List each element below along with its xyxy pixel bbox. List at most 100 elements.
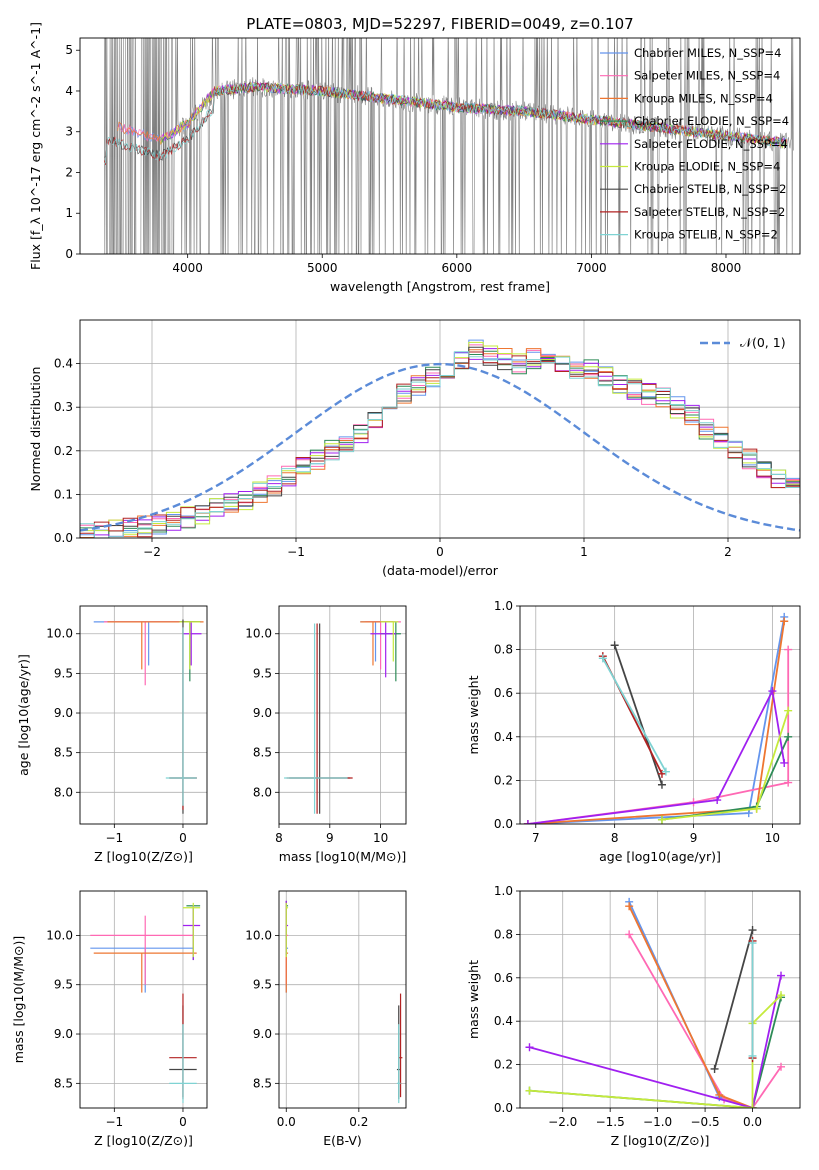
legend-label: Salpeter ELODIE, N_SSP=4 — [634, 137, 788, 151]
x-axis-label: (data-model)/error — [382, 563, 499, 578]
y-tick-label: 10.0 — [245, 627, 272, 641]
weight-line-salpeter_elodie — [529, 975, 782, 1108]
x-axis-label: mass [log10(M/M⊙)] — [279, 849, 407, 864]
y-tick-label: 9.0 — [253, 1027, 272, 1041]
y-tick-label: 1 — [65, 206, 73, 220]
x-tick-label: 5000 — [307, 261, 338, 275]
x-tick-label: 7000 — [576, 261, 607, 275]
plot-area — [520, 606, 800, 824]
y-tick-label: 9.0 — [253, 706, 272, 720]
weight-point-kroupa_miles — [715, 1090, 724, 1099]
y-tick-label: 8.0 — [54, 785, 73, 799]
x-tick-label: 9 — [690, 831, 698, 845]
weight-point-kroupa_elodie — [777, 991, 786, 1000]
y-tick-label: 0.0 — [494, 1101, 513, 1115]
residual-histogram-panel: −2 −1 0 1 2 0.0 0.1 0.2 0.3 0.4 (data-model)/error… — [28, 319, 801, 578]
legend-label: Chabrier STELIB, N_SSP=2 — [634, 182, 786, 196]
weight-point-chabrier_stelib — [610, 641, 619, 650]
y-axis-label: mass [log10(M/M⊙)] — [11, 936, 26, 1064]
legend-label: Kroupa ELODIE, N_SSP=4 — [634, 160, 780, 174]
weight-point-kroupa_elodie — [784, 706, 793, 715]
x-tick-label: 9 — [326, 831, 334, 845]
weight-line-chabrier_stelib — [713, 929, 754, 1070]
x-tick-label: 0 — [179, 831, 187, 845]
plot-area — [80, 891, 207, 1108]
x-axis-label: Z [log10(Z/Z⊙)] — [94, 849, 193, 864]
weight-point-salpeter_elodie — [768, 687, 777, 696]
x-tick-label: −1 — [105, 1115, 123, 1129]
y-tick-label: 0.4 — [54, 357, 73, 371]
weight-point-salpeter_elodie — [780, 758, 789, 767]
y-tick-label: 0.4 — [494, 1014, 513, 1028]
y-tick-label: 10.0 — [46, 627, 73, 641]
weight-point-salpeter_elodie — [525, 1043, 534, 1052]
legend: 𝒩(0, 1) — [700, 335, 786, 350]
mass-weight-vs-metallicity-panel: −2.0 −1.5 −1.0 −0.5 0.0 0.0 0.2 0.4 0.6 0.8 1.0 Z [… — [466, 884, 801, 1148]
x-tick-label: −0.5 — [691, 1115, 720, 1129]
y-tick-label: 8.5 — [54, 1076, 73, 1090]
y-tick-label: 3 — [65, 125, 73, 139]
legend-label: Chabrier ELODIE, N_SSP=4 — [634, 114, 789, 128]
legend-label: Salpeter STELIB, N_SSP=2 — [634, 205, 785, 219]
y-tick-label: 8.5 — [253, 746, 272, 760]
weight-line-kroupa_stelib — [602, 657, 667, 773]
y-tick-label: 1.0 — [494, 884, 513, 898]
plot-area — [279, 606, 406, 824]
weight-point-chabrier_stelib — [748, 926, 757, 935]
y-axis-label: mass weight — [466, 960, 481, 1039]
y-axis-label: Normed distribution — [28, 367, 43, 492]
y-tick-label: 4 — [65, 84, 73, 98]
plot-area — [279, 891, 406, 1108]
plot-area — [520, 891, 800, 1108]
axes-frame — [278, 605, 407, 825]
legend-label: Chabrier MILES, N_SSP=4 — [634, 46, 781, 60]
y-tick-label: 0.8 — [494, 927, 513, 941]
legend-label: Kroupa STELIB, N_SSP=2 — [634, 228, 778, 242]
age-vs-metallicity-panel: −1 0 8.0 8.5 9.0 9.5 10.0 Z [log10(Z/Z⊙)] age [l… — [16, 605, 208, 864]
x-tick-label: 8 — [611, 831, 619, 845]
plot-area — [103, 38, 794, 254]
x-tick-label: −1 — [287, 545, 305, 559]
weight-point-salpeter_miles — [784, 778, 793, 787]
x-tick-label: −2.0 — [548, 1115, 577, 1129]
weight-line-chabrier_stelib — [613, 644, 663, 786]
mass-vs-reddening-panel: 0.0 0.2 8.5 9.0 9.5 10.0 E(B-V) — [245, 890, 407, 1148]
x-tick-label: 4000 — [172, 261, 203, 275]
legend-label: 𝒩(0, 1) — [740, 335, 786, 350]
y-tick-label: 10.0 — [245, 928, 272, 942]
x-axis-label: E(B-V) — [323, 1133, 362, 1148]
weight-point-chabrier_stelib — [710, 1064, 719, 1073]
axes-frame — [519, 605, 801, 825]
y-tick-label: 9.5 — [253, 978, 272, 992]
y-tick-label: 9.0 — [54, 706, 73, 720]
y-axis-label: Flux [f_λ 10^-17 erg cm^-2 s^-1 A^-1] — [28, 22, 43, 270]
weight-point-kroupa_elodie — [752, 804, 761, 813]
y-tick-label: 8.5 — [54, 746, 73, 760]
axes-frame — [79, 37, 801, 255]
y-tick-label: 0.2 — [54, 444, 73, 458]
weight-point-salpeter_elodie — [713, 796, 722, 805]
x-axis-label: age [log10(age/yr)] — [599, 849, 721, 864]
weight-point-kroupa_stelib — [598, 654, 607, 663]
histogram-kroupa_elodie — [80, 341, 800, 535]
weight-point-salpeter_elodie — [777, 971, 786, 980]
weight-point-kroupa_stelib — [748, 1051, 757, 1060]
axes-frame — [519, 890, 801, 1109]
weight-point-kroupa_miles — [625, 902, 634, 911]
mass-vs-metallicity-panel: −1 0 8.5 9.0 9.5 10.0 Z [log10(Z/Z⊙)] mass [log… — [11, 890, 208, 1148]
plot-area — [80, 320, 800, 538]
x-tick-label: 2 — [724, 545, 732, 559]
y-tick-label: 0.4 — [494, 730, 513, 744]
age-vs-mass-panel: 8 9 10 8.0 8.5 9.0 9.5 10.0 mass [log10(M/M⊙)] — [245, 605, 407, 864]
model-spectrum-kroupa_stelib — [103, 82, 787, 165]
legend-label: Salpeter MILES, N_SSP=4 — [634, 69, 780, 83]
weight-point-kroupa_stelib — [748, 939, 757, 948]
x-tick-label: 7 — [532, 831, 540, 845]
weight-point-kroupa_elodie — [748, 1104, 757, 1108]
weight-point-chabrier_elodie — [784, 732, 793, 741]
y-tick-label: 0.3 — [54, 400, 73, 414]
weight-point-kroupa_elodie — [657, 815, 666, 824]
y-axis-label: age [log10(age/yr)] — [16, 654, 31, 776]
y-tick-label: 0.1 — [54, 487, 73, 501]
weight-point-salpeter_miles — [777, 1062, 786, 1071]
